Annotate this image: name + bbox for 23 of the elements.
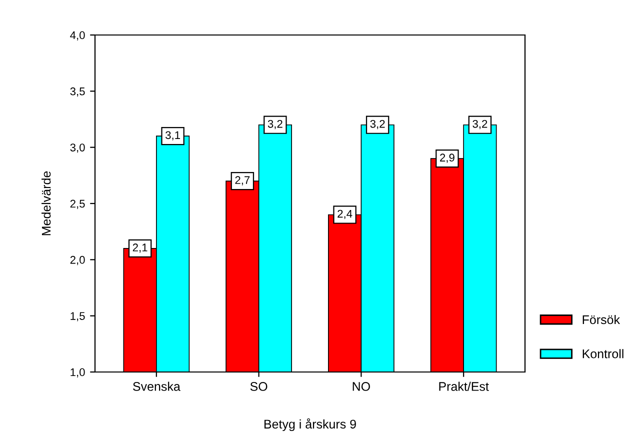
x-tick-label: NO	[352, 382, 370, 391]
y-tick-label: 2,5	[70, 200, 85, 209]
y-tick-label: 3,0	[70, 144, 85, 153]
y-tick-label: 4,0	[70, 31, 85, 40]
y-axis-title: Medelvärde	[42, 171, 51, 236]
x-axis-title: Betyg i årskurs 9	[264, 418, 356, 432]
legend-label: Kontroll	[582, 349, 624, 358]
data-label: 3,2	[370, 120, 385, 130]
data-label: 2,9	[440, 154, 454, 163]
data-label: 2,7	[235, 176, 250, 186]
data-label: 3,2	[268, 120, 282, 130]
data-label: 3,2	[472, 120, 488, 130]
data-label: 2,4	[338, 210, 352, 220]
y-tick-label: 3,5	[70, 87, 85, 97]
data-label: 3,1	[166, 131, 180, 140]
x-tick-label: Svenska	[133, 382, 180, 391]
y-tick-label: 1,5	[70, 312, 85, 322]
data-label: 2,1	[132, 244, 148, 253]
x-tick-label: SO	[250, 382, 268, 391]
y-tick-label: 2,0	[70, 256, 85, 266]
x-tick-label: Prakt/Est	[439, 382, 489, 391]
y-tick-label: 1,0	[70, 368, 85, 378]
legend-label: Försök	[582, 314, 620, 324]
